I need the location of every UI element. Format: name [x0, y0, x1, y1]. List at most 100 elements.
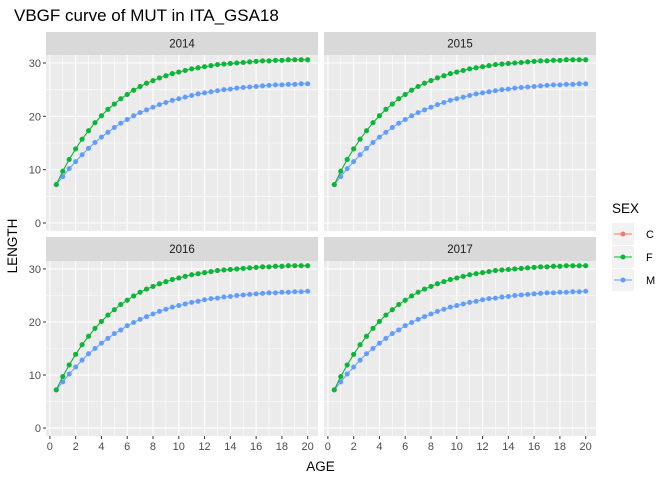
data-point — [492, 62, 498, 68]
legend: SEX CFM — [612, 201, 655, 291]
legend-key-point — [620, 254, 626, 260]
legend-label: C — [646, 229, 654, 241]
data-point — [357, 136, 363, 142]
data-point — [499, 267, 505, 273]
data-point — [415, 316, 421, 322]
data-point — [518, 85, 524, 91]
data-point — [137, 110, 143, 116]
data-point — [144, 314, 150, 320]
data-point — [338, 174, 344, 180]
data-point — [202, 90, 208, 96]
x-tick-label: 16 — [528, 441, 540, 453]
data-point — [234, 292, 240, 298]
data-point — [189, 66, 195, 72]
data-point — [460, 94, 466, 100]
data-point — [66, 166, 72, 172]
data-point — [486, 89, 492, 95]
data-point — [86, 333, 92, 339]
x-tick-label: 20 — [580, 441, 592, 453]
data-point — [305, 288, 311, 294]
data-point — [351, 364, 357, 370]
data-point — [79, 152, 85, 158]
data-point — [415, 289, 421, 295]
data-point — [60, 174, 66, 180]
data-point — [557, 57, 563, 63]
series-line — [55, 265, 308, 391]
data-point — [182, 301, 188, 307]
series-line — [55, 59, 308, 185]
data-point — [202, 270, 208, 276]
data-point — [447, 71, 453, 77]
data-point — [376, 113, 382, 119]
data-point — [240, 85, 246, 91]
data-point — [473, 65, 479, 71]
data-point — [305, 57, 311, 63]
data-point — [73, 159, 79, 165]
x-tick-label: 12 — [198, 441, 210, 453]
data-point — [525, 84, 531, 90]
data-point — [402, 297, 408, 303]
data-point — [531, 83, 537, 89]
data-point — [454, 69, 460, 75]
x-tick-label: 18 — [276, 441, 288, 453]
x-tick-label: 16 — [250, 441, 262, 453]
data-point — [253, 58, 259, 64]
series-line — [333, 59, 586, 185]
x-tick-label: 8 — [428, 441, 434, 453]
data-point — [460, 301, 466, 307]
data-point — [364, 333, 370, 339]
data-point — [460, 273, 466, 279]
data-point — [73, 146, 79, 152]
data-point — [422, 286, 428, 292]
data-point — [98, 340, 104, 346]
data-point — [447, 304, 453, 310]
series-F — [331, 57, 589, 188]
data-point — [182, 94, 188, 100]
data-point — [550, 82, 556, 88]
data-point — [389, 125, 395, 131]
data-point — [66, 157, 72, 163]
data-point — [234, 60, 240, 66]
data-point — [163, 99, 169, 105]
data-point — [447, 277, 453, 283]
data-point — [98, 134, 104, 140]
data-point — [189, 299, 195, 305]
strip-background — [46, 237, 318, 261]
data-point — [583, 263, 589, 269]
data-point — [550, 263, 556, 269]
data-point — [208, 63, 214, 69]
data-point — [544, 58, 550, 64]
data-point — [247, 291, 253, 297]
data-point — [137, 83, 143, 89]
data-point — [538, 264, 544, 270]
series-F — [331, 263, 589, 393]
data-point — [331, 387, 337, 393]
data-point — [111, 307, 117, 313]
data-point — [214, 268, 220, 274]
y-tick-label: 0 — [35, 218, 41, 230]
data-point — [60, 168, 66, 174]
data-point — [169, 304, 175, 310]
data-point — [176, 275, 182, 281]
data-point — [260, 58, 266, 64]
data-point — [338, 379, 344, 385]
panel-2016: 2016 0 10 20 30 0 2 4 6 8 10 12 14 16 18 20 — [29, 237, 318, 453]
data-point — [531, 264, 537, 270]
data-point — [538, 58, 544, 64]
data-point — [298, 57, 304, 63]
data-point — [389, 307, 395, 313]
data-point — [156, 102, 162, 108]
data-point — [499, 61, 505, 67]
x-tick-label: 6 — [124, 441, 130, 453]
data-point — [383, 129, 389, 135]
data-point — [131, 293, 137, 299]
data-point — [124, 323, 130, 329]
y-tick-label: 30 — [29, 58, 41, 70]
data-point — [370, 139, 376, 145]
data-point — [182, 273, 188, 279]
data-point — [169, 97, 175, 103]
series-M — [331, 288, 589, 393]
data-point — [389, 101, 395, 107]
data-point — [105, 335, 111, 341]
